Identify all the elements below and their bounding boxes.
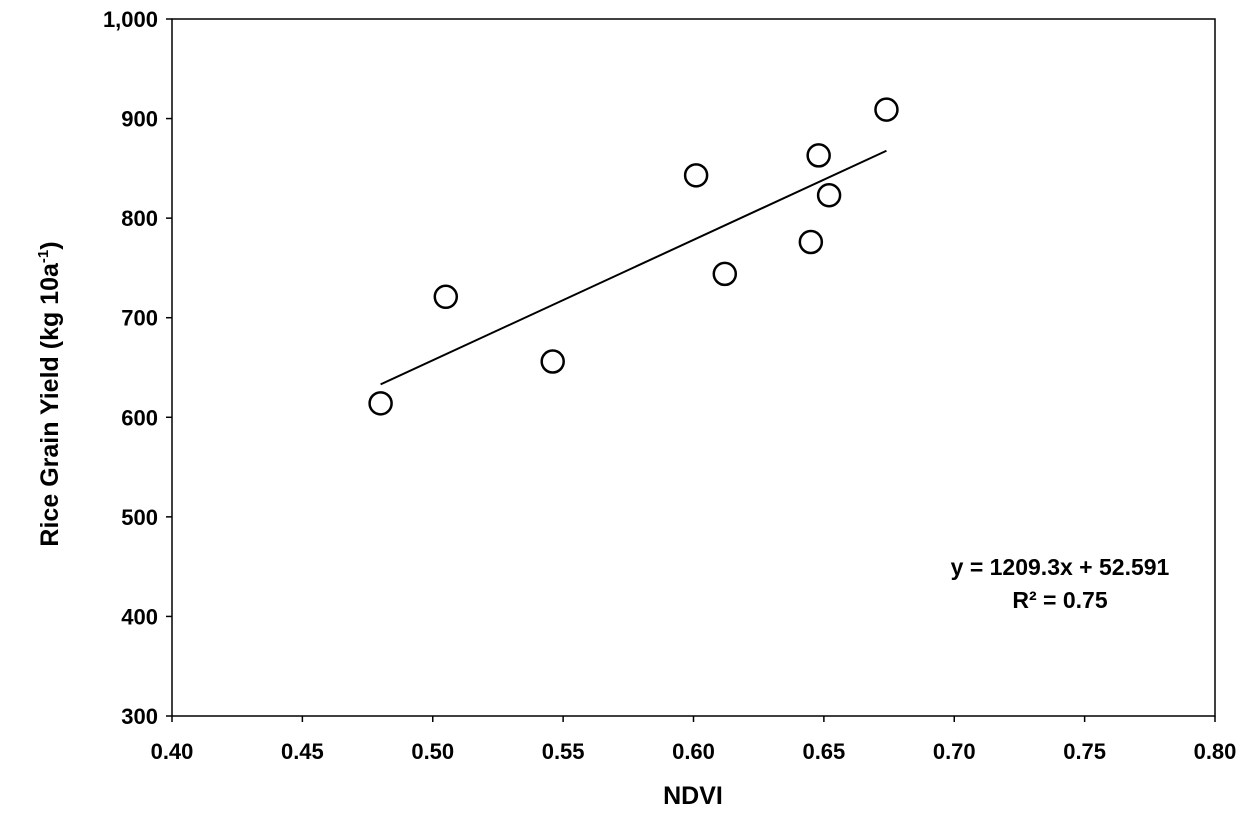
x-tick-label: 0.75 xyxy=(1063,739,1106,764)
trendline-layer xyxy=(380,149,887,386)
data-point xyxy=(433,284,459,310)
y-tick-label: 900 xyxy=(121,107,158,132)
x-tick-label: 0.55 xyxy=(542,739,585,764)
y-tick-label: 500 xyxy=(121,505,158,530)
trendline-equation: y = 1209.3x + 52.591 xyxy=(951,554,1170,580)
data-point xyxy=(798,229,824,255)
x-tick-label: 0.45 xyxy=(281,739,324,764)
y-axis-title-superscript: -1 xyxy=(35,250,52,263)
y-tick-label: 600 xyxy=(121,405,158,430)
data-point xyxy=(712,261,738,287)
x-axis-ticks: 0.40 0.45 0.50 0.55 0.60 0.65 0.70 0.75 0.80 xyxy=(151,716,1237,764)
y-axis-title: Rice Grain Yield (kg 10a-1) xyxy=(35,241,64,546)
x-tick-label: 0.70 xyxy=(933,739,976,764)
data-point xyxy=(806,143,831,168)
x-axis-title: NDVI xyxy=(663,782,723,810)
r-squared-label: R² = 0.75 xyxy=(1012,587,1107,613)
y-tick-label: 400 xyxy=(121,604,158,629)
data-point xyxy=(368,391,393,416)
data-points xyxy=(368,97,899,416)
y-tick-label: 1,000 xyxy=(103,7,158,32)
data-point xyxy=(683,163,709,188)
y-axis-title-close: ) xyxy=(36,241,64,249)
x-tick-label: 0.50 xyxy=(411,739,454,764)
x-tick-label: 0.60 xyxy=(672,739,715,764)
x-tick-label: 0.80 xyxy=(1194,739,1237,764)
y-axis-title-main: Rice Grain Yield (kg 10a xyxy=(36,262,64,547)
y-tick-label: 300 xyxy=(121,704,158,729)
x-tick-label: 0.65 xyxy=(802,739,845,764)
data-point xyxy=(874,97,899,122)
data-point xyxy=(816,182,842,208)
x-tick-label: 0.40 xyxy=(151,739,194,764)
trendline xyxy=(380,149,887,386)
y-axis-ticks: 300 400 500 600 700 800 900 1,000 xyxy=(103,7,172,729)
y-tick-label: 800 xyxy=(121,206,158,231)
y-tick-label: 700 xyxy=(121,306,158,331)
data-point xyxy=(540,349,565,374)
